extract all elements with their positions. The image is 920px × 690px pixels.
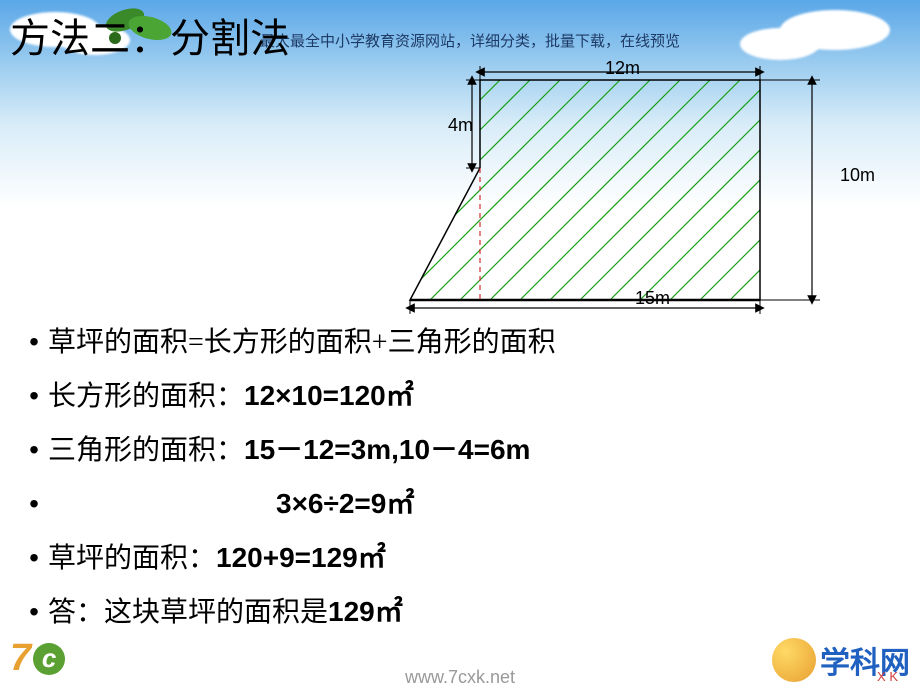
bullet-icon: • (20, 434, 48, 466)
banner-text: 最大最全中小学教育资源网站，详细分类，批量下载，在线预览 (260, 30, 680, 51)
dim-right: 10m (840, 165, 875, 186)
logo-7c: 7 c (10, 637, 65, 680)
logo-xk: 学科网 X K (772, 638, 910, 682)
bullet-icon: • (20, 380, 48, 412)
line-text: 答：这块草坪的面积是 (48, 597, 328, 628)
content-line: •草坪的面积=长方形的面积+三角形的面积 (20, 320, 900, 360)
bullet-icon: • (20, 542, 48, 574)
content-line: • 3×6÷2=9㎡ (20, 482, 900, 522)
geometry-diagram: 12m 4m 10m 15m (390, 60, 890, 305)
content-line: •三角形的面积：15－12=3m,10－4=6m (20, 428, 900, 468)
dim-left-upper: 4m (448, 115, 473, 136)
dim-bottom: 15m (635, 288, 670, 309)
cloud-deco (740, 28, 820, 60)
content-lines: •草坪的面积=长方形的面积+三角形的面积•长方形的面积：12×10=120㎡•三… (20, 320, 900, 644)
dim-top: 12m (605, 58, 640, 79)
footer-url: www.7cxk.net (405, 667, 515, 688)
bullet-icon: • (20, 596, 48, 628)
logo-xk-en: X K (877, 669, 898, 684)
line-math: 129㎡ (328, 596, 403, 627)
logo-7c-seven: 7 (10, 637, 31, 680)
line-text: 长方形的面积： (48, 381, 244, 412)
line-text: 三角形的面积： (48, 435, 244, 466)
logo-7c-c: c (33, 643, 65, 675)
line-math: 15－12=3m,10－4=6m (244, 434, 530, 465)
bullet-icon: • (20, 326, 48, 358)
line-math: 3×6÷2=9㎡ (276, 488, 414, 519)
content-line: •草坪的面积：120+9=129㎡ (20, 536, 900, 576)
content-line: •答：这块草坪的面积是129㎡ (20, 590, 900, 630)
line-math: 12×10=120㎡ (244, 380, 414, 411)
line-math: 120+9=129㎡ (216, 542, 386, 573)
logo-xk-ball-icon (772, 638, 816, 682)
slide-title: 方法二：分割法 (10, 6, 290, 64)
content-line: •长方形的面积：12×10=120㎡ (20, 374, 900, 414)
bullet-icon: • (20, 488, 48, 520)
line-text: 草坪的面积： (48, 543, 216, 574)
line-text: 草坪的面积=长方形的面积+三角形的面积 (48, 327, 556, 358)
